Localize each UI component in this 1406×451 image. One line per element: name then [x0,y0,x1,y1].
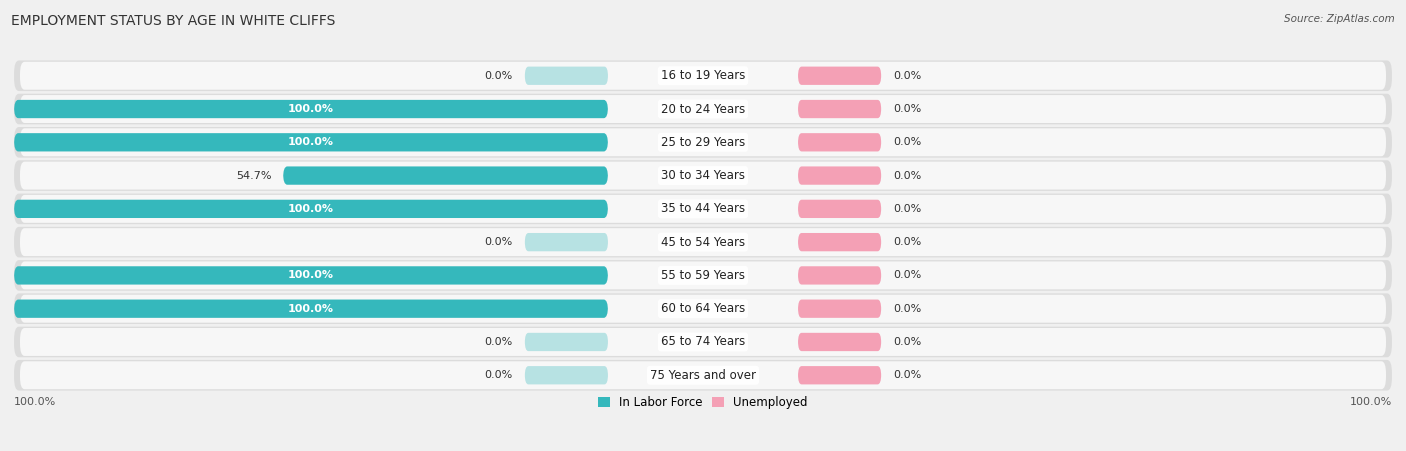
Text: 60 to 64 Years: 60 to 64 Years [661,302,745,315]
Text: 0.0%: 0.0% [893,337,921,347]
FancyBboxPatch shape [20,228,1386,256]
FancyBboxPatch shape [14,360,1392,391]
FancyBboxPatch shape [799,100,882,118]
FancyBboxPatch shape [524,233,607,251]
Text: 25 to 29 Years: 25 to 29 Years [661,136,745,149]
FancyBboxPatch shape [14,193,1392,224]
Text: 0.0%: 0.0% [893,271,921,281]
FancyBboxPatch shape [14,227,1392,258]
Text: 0.0%: 0.0% [893,71,921,81]
Text: 16 to 19 Years: 16 to 19 Years [661,69,745,82]
Text: 20 to 24 Years: 20 to 24 Years [661,102,745,115]
Text: 30 to 34 Years: 30 to 34 Years [661,169,745,182]
FancyBboxPatch shape [14,94,1392,124]
Text: 100.0%: 100.0% [288,304,335,314]
FancyBboxPatch shape [799,299,882,318]
FancyBboxPatch shape [20,328,1386,356]
FancyBboxPatch shape [14,100,607,118]
Text: 100.0%: 100.0% [1350,397,1392,407]
Text: EMPLOYMENT STATUS BY AGE IN WHITE CLIFFS: EMPLOYMENT STATUS BY AGE IN WHITE CLIFFS [11,14,336,28]
Legend: In Labor Force, Unemployed: In Labor Force, Unemployed [596,394,810,412]
FancyBboxPatch shape [20,129,1386,156]
FancyBboxPatch shape [799,333,882,351]
Text: 35 to 44 Years: 35 to 44 Years [661,202,745,216]
FancyBboxPatch shape [799,133,882,152]
Text: 100.0%: 100.0% [14,397,56,407]
FancyBboxPatch shape [14,266,607,285]
FancyBboxPatch shape [20,361,1386,389]
Text: 0.0%: 0.0% [893,170,921,180]
FancyBboxPatch shape [20,95,1386,123]
FancyBboxPatch shape [524,333,607,351]
Text: 100.0%: 100.0% [288,104,335,114]
Text: 0.0%: 0.0% [485,71,513,81]
FancyBboxPatch shape [799,166,882,185]
Text: Source: ZipAtlas.com: Source: ZipAtlas.com [1284,14,1395,23]
Text: 100.0%: 100.0% [288,271,335,281]
Text: 0.0%: 0.0% [893,370,921,380]
FancyBboxPatch shape [14,299,607,318]
FancyBboxPatch shape [20,295,1386,322]
FancyBboxPatch shape [14,127,1392,157]
FancyBboxPatch shape [14,200,607,218]
Text: 0.0%: 0.0% [893,137,921,147]
Text: 0.0%: 0.0% [485,237,513,247]
FancyBboxPatch shape [20,195,1386,223]
Text: 75 Years and over: 75 Years and over [650,369,756,382]
Text: 54.7%: 54.7% [236,170,271,180]
FancyBboxPatch shape [14,294,1392,324]
Text: 0.0%: 0.0% [893,104,921,114]
Text: 0.0%: 0.0% [893,304,921,314]
Text: 0.0%: 0.0% [485,337,513,347]
FancyBboxPatch shape [283,166,607,185]
Text: 45 to 54 Years: 45 to 54 Years [661,235,745,249]
FancyBboxPatch shape [524,67,607,85]
Text: 55 to 59 Years: 55 to 59 Years [661,269,745,282]
FancyBboxPatch shape [799,233,882,251]
FancyBboxPatch shape [799,200,882,218]
Text: 0.0%: 0.0% [893,237,921,247]
FancyBboxPatch shape [14,160,1392,191]
Text: 65 to 74 Years: 65 to 74 Years [661,336,745,349]
FancyBboxPatch shape [20,62,1386,90]
FancyBboxPatch shape [799,366,882,384]
FancyBboxPatch shape [20,161,1386,189]
FancyBboxPatch shape [799,266,882,285]
Text: 0.0%: 0.0% [485,370,513,380]
FancyBboxPatch shape [14,260,1392,291]
Text: 100.0%: 100.0% [288,137,335,147]
Text: 100.0%: 100.0% [288,204,335,214]
Text: 0.0%: 0.0% [893,204,921,214]
FancyBboxPatch shape [14,60,1392,91]
FancyBboxPatch shape [524,366,607,384]
FancyBboxPatch shape [20,262,1386,290]
FancyBboxPatch shape [14,133,607,152]
FancyBboxPatch shape [14,327,1392,357]
FancyBboxPatch shape [799,67,882,85]
